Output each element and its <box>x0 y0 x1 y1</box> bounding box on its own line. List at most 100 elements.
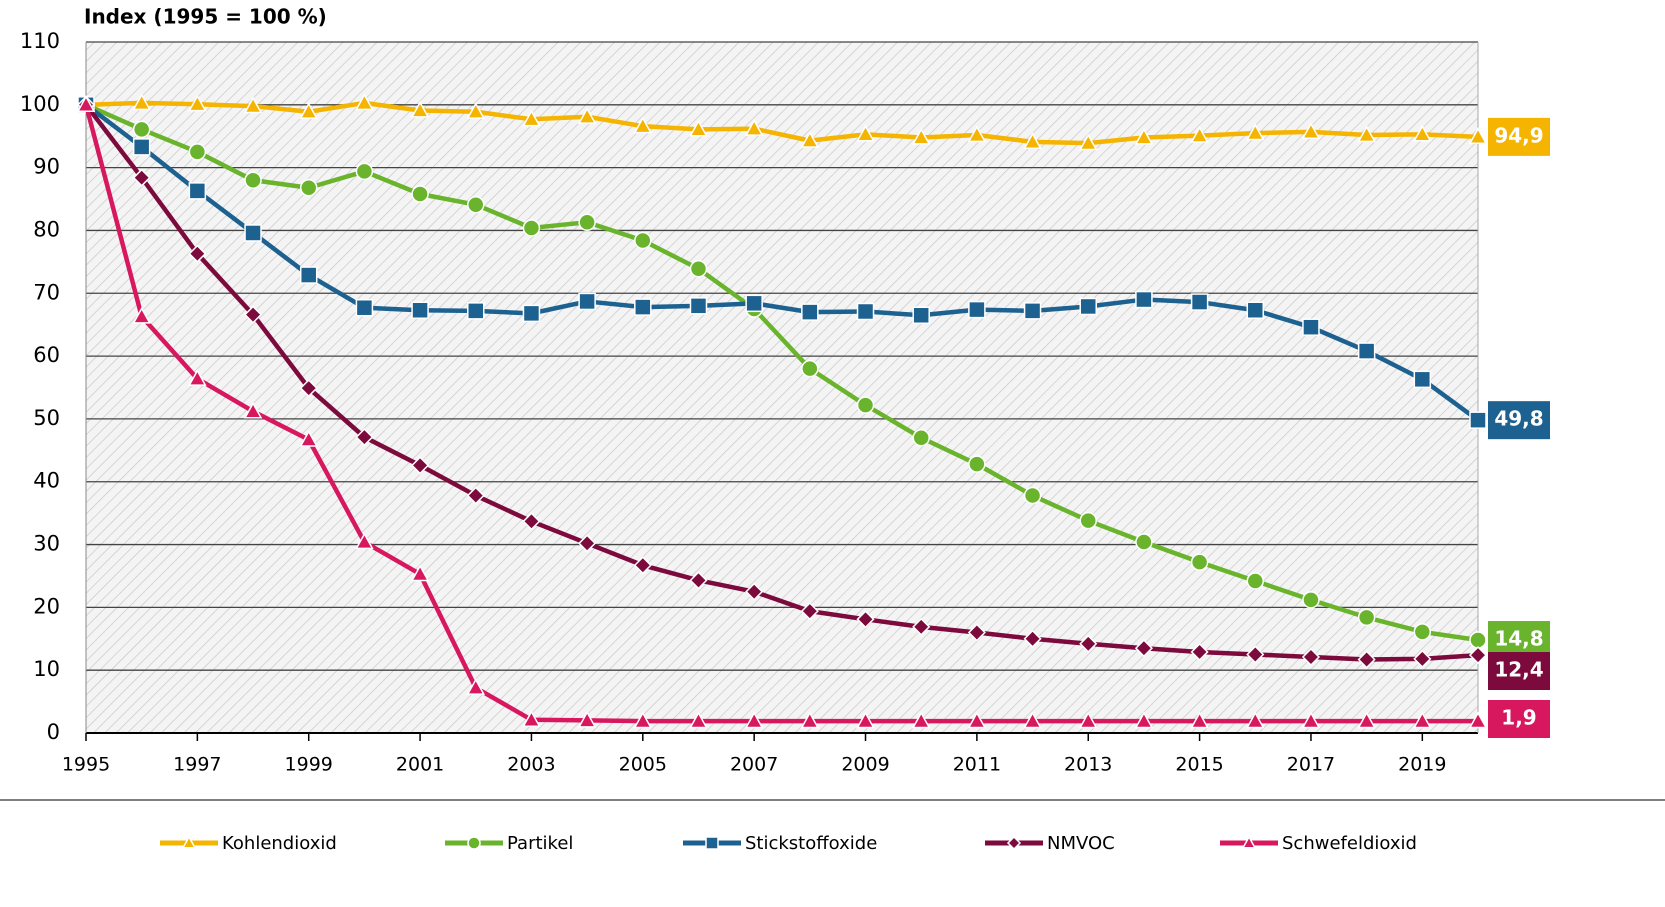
marker <box>1190 553 1209 571</box>
marker <box>705 836 719 850</box>
y-axis-label: Index (1995 = 100 %) <box>84 5 327 29</box>
y-tick-label: 50 <box>33 406 60 430</box>
marker <box>744 711 764 729</box>
marker <box>1023 132 1042 150</box>
marker <box>299 266 318 284</box>
marker <box>1135 290 1153 309</box>
legend-label: Partikel <box>507 833 573 854</box>
marker <box>745 582 764 601</box>
x-tick-label: 2017 <box>1287 754 1335 776</box>
series-line <box>84 103 1480 422</box>
marker <box>912 617 931 636</box>
marker <box>1357 608 1376 627</box>
marker <box>689 119 708 137</box>
y-tick-label: 30 <box>33 532 60 556</box>
marker <box>188 369 207 386</box>
marker <box>1468 711 1488 729</box>
marker <box>188 143 207 161</box>
x-tick-label: 2003 <box>507 754 555 776</box>
marker <box>912 429 930 447</box>
x-tick-label: 1995 <box>62 754 110 776</box>
x-tick-label: 2013 <box>1064 754 1112 776</box>
series-line <box>85 102 1479 643</box>
marker <box>1190 126 1209 143</box>
y-tick-label: 60 <box>33 343 60 367</box>
marker <box>578 292 596 311</box>
marker <box>243 305 263 324</box>
marker <box>1078 711 1098 729</box>
marker <box>689 297 708 315</box>
marker <box>1241 835 1257 849</box>
marker <box>1006 835 1022 851</box>
marker <box>689 571 708 590</box>
marker <box>577 107 597 124</box>
x-tick-label: 2007 <box>730 754 778 776</box>
marker <box>1302 591 1320 609</box>
marker <box>968 300 986 319</box>
marker <box>411 185 429 203</box>
marker <box>911 127 931 145</box>
marker <box>1134 639 1153 658</box>
end-label: 12,4 <box>1494 658 1543 682</box>
marker <box>1079 511 1097 530</box>
marker <box>633 556 652 575</box>
marker <box>801 359 819 378</box>
marker <box>244 171 262 189</box>
marker <box>633 711 653 729</box>
marker <box>1468 646 1488 665</box>
marker <box>467 195 485 214</box>
marker <box>467 836 481 850</box>
marker <box>1302 318 1320 336</box>
marker <box>522 512 541 531</box>
marker <box>410 564 430 582</box>
marker <box>132 93 151 111</box>
marker <box>299 178 318 197</box>
y-tick-label: 0 <box>47 720 60 744</box>
marker <box>1023 302 1042 320</box>
marker <box>1079 297 1097 316</box>
marker <box>1023 486 1042 505</box>
marker <box>856 610 875 629</box>
marker <box>188 94 207 112</box>
end-label-box <box>1488 401 1550 440</box>
marker <box>968 455 986 473</box>
marker <box>522 109 541 127</box>
y-tick-label: 20 <box>33 594 60 618</box>
marker <box>745 294 763 313</box>
marker <box>466 102 486 119</box>
marker <box>355 532 374 550</box>
marker <box>856 302 875 321</box>
marker <box>800 602 819 621</box>
marker <box>1246 301 1265 319</box>
marker <box>355 298 374 317</box>
series-line <box>83 104 1478 724</box>
marker <box>578 534 597 553</box>
y-tick-label: 110 <box>20 29 60 53</box>
y-tick-label: 90 <box>33 155 60 179</box>
marker <box>1357 125 1376 143</box>
marker <box>800 131 820 148</box>
series-line <box>85 100 1479 146</box>
marker <box>1357 342 1376 360</box>
marker <box>1301 647 1321 667</box>
marker <box>1357 650 1376 669</box>
marker <box>76 95 96 112</box>
marker <box>522 219 541 237</box>
marker <box>132 120 151 139</box>
marker <box>1413 124 1432 142</box>
marker <box>1246 123 1265 141</box>
marker <box>411 301 429 319</box>
marker <box>466 486 485 505</box>
marker <box>522 710 541 727</box>
marker <box>967 711 987 729</box>
marker <box>633 116 653 134</box>
end-label: 14,8 <box>1494 627 1543 651</box>
marker <box>355 93 374 111</box>
marker <box>181 835 197 849</box>
marker <box>188 182 207 200</box>
x-tick-label: 2011 <box>953 754 1001 776</box>
end-label-box <box>1488 652 1550 690</box>
marker <box>1413 370 1432 389</box>
marker <box>244 224 262 242</box>
